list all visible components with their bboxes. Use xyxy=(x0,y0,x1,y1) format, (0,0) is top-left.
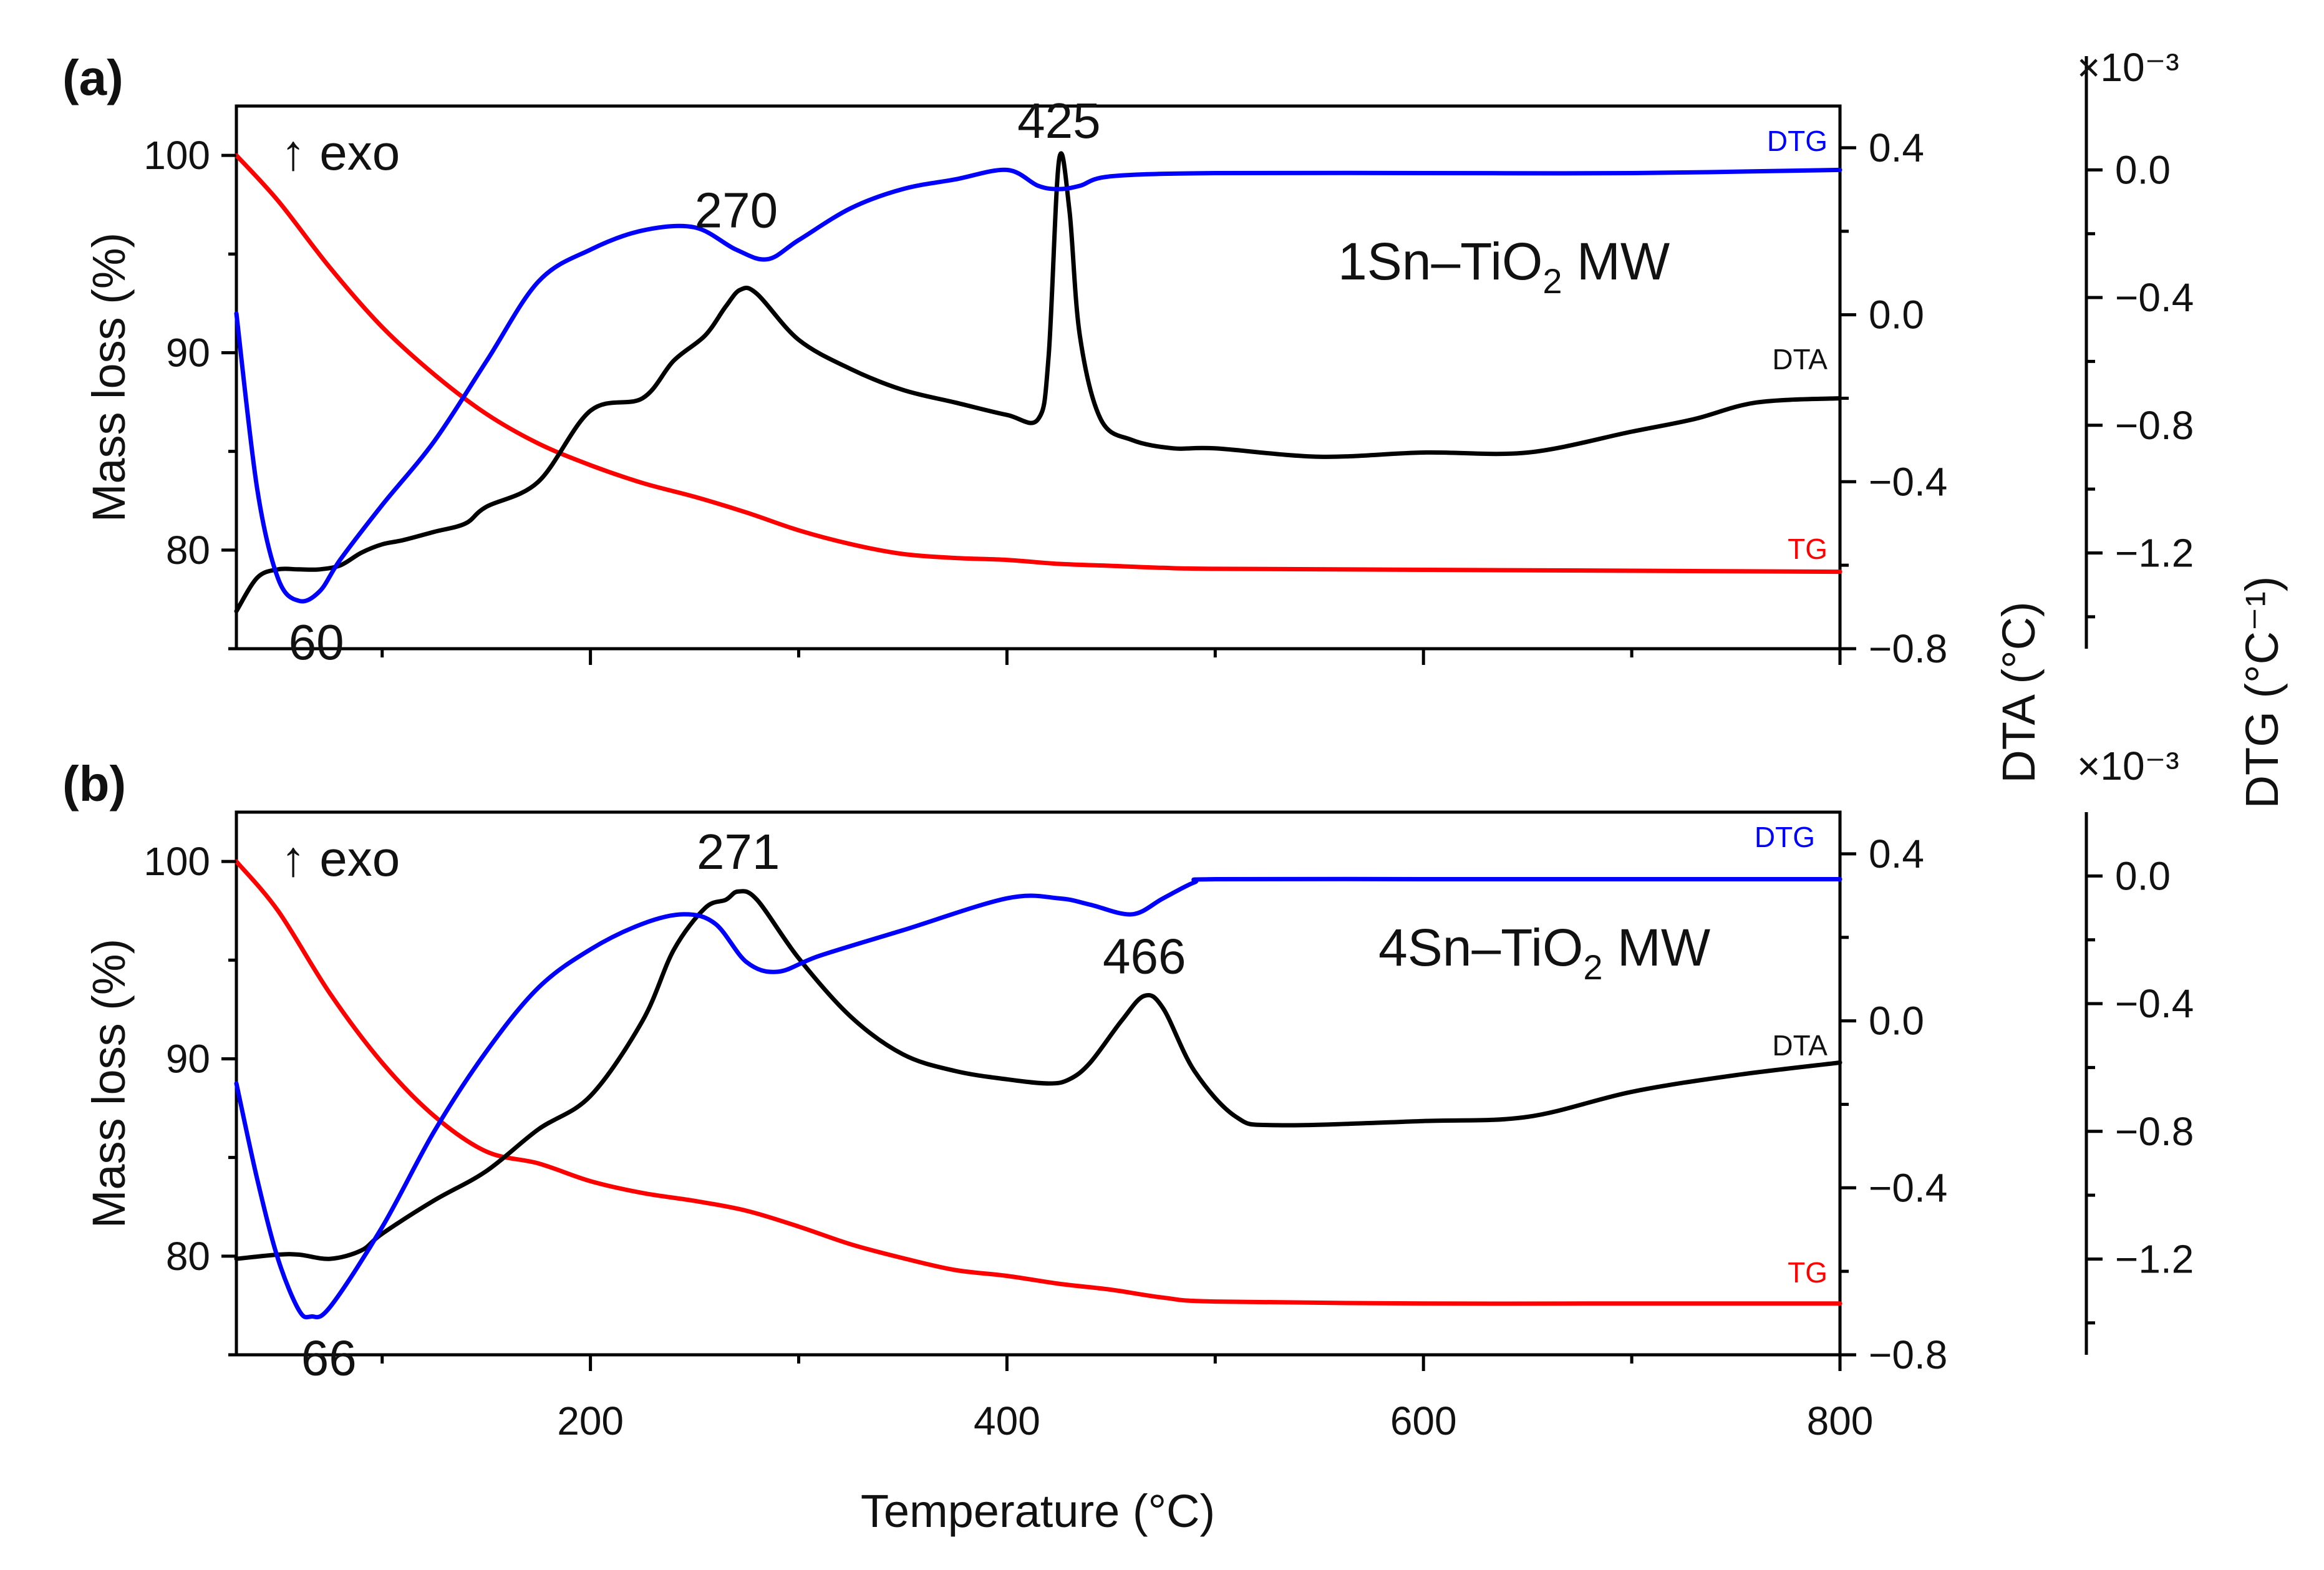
panel-b-exo-label: ↑ exo xyxy=(281,831,400,886)
panel-a-label: (a) xyxy=(62,50,123,105)
panel-b-dta-label: DTA xyxy=(1772,1029,1828,1062)
panel-b-mass-tick-label: 80 xyxy=(166,1234,210,1279)
panel-b-dtg-multiplier: ×10⁻³ xyxy=(2077,744,2179,788)
panel-b-dtg-tick-label: 0.0 xyxy=(2115,853,2171,898)
panel-a-dta-tick-label: −0.8 xyxy=(1869,626,1947,671)
x-axis-title: Temperature (°C) xyxy=(861,1485,1215,1537)
panel-a-dta-tick-label: 0.0 xyxy=(1869,293,1924,337)
panel-b-dta-tick-label: 0.4 xyxy=(1869,831,1924,876)
panel-a-sample-sub: 2 xyxy=(1542,261,1562,301)
panel-b-curves xyxy=(234,859,1842,1320)
panel-b-mass-tick-label: 90 xyxy=(166,1036,210,1081)
panel-a-ticks: 80 90 100 −0.8 −0.4 0.0 0.4 −1.2 −0.8 −0.4 0.0 xyxy=(143,125,2194,671)
panel-a-annotations: 60 270 425 xyxy=(289,93,1101,670)
panel-a-dtg-tick-label: −1.2 xyxy=(2115,530,2194,575)
panel-b-dtg-tick-label: −0.4 xyxy=(2115,981,2194,1026)
panel-b-ticks: 80 90 100 −0.8 −0.4 0.0 0.4 −1.2 −0.8 −0.4 0.0 xyxy=(143,831,2194,1377)
panel-a-exo-label: ↑ exo xyxy=(281,125,400,180)
panel-a-peak-label-270: 270 xyxy=(695,182,778,238)
panel-b-sample-suffix: MW xyxy=(1603,918,1711,977)
panel-b-mass-axis-title: Mass loss (%) xyxy=(83,939,135,1229)
panel-a-dta-curve xyxy=(234,151,1842,614)
x-tick-label: 600 xyxy=(1390,1398,1457,1443)
panel-a-sample-suffix: MW xyxy=(1562,232,1670,291)
panel-a-dtg-tick-label: −0.4 xyxy=(2115,275,2194,320)
panel-a-dtg-tick-label: −0.8 xyxy=(2115,403,2194,448)
panel-b-mass-tick-label: 100 xyxy=(143,839,210,884)
panel-b-peak-label-271: 271 xyxy=(697,824,780,879)
panel-a-sample-label: 1Sn–TiO2 MW xyxy=(1338,232,1670,301)
x-axis-ticks: 200 400 600 800 xyxy=(557,1398,1873,1443)
panel-b-dtg-tick-label: −0.8 xyxy=(2115,1109,2194,1154)
panel-a-mass-tick-label: 100 xyxy=(143,133,210,178)
panel-b-dta-curve xyxy=(234,889,1842,1261)
panel-a-plot-frame xyxy=(235,104,1842,651)
panel-b-peak-label-66: 66 xyxy=(301,1330,357,1386)
panel-b-dta-tick-label: −0.8 xyxy=(1869,1332,1947,1377)
panel-b-dtg-tick-label: −1.2 xyxy=(2115,1236,2194,1281)
dtg-axis-title: DTG (°C⁻¹) xyxy=(2236,576,2288,809)
panel-b-label: (b) xyxy=(62,756,126,812)
panel-a: 80 90 100 −0.8 −0.4 0.0 0.4 −1.2 −0.8 −0.4 0.0 60 2… xyxy=(62,45,2194,671)
panel-b-sample-label: 4Sn–TiO2 MW xyxy=(1378,918,1710,987)
panel-a-mass-tick-label: 80 xyxy=(166,528,210,573)
x-tick-label: 200 xyxy=(557,1398,624,1443)
panel-b-annotations: 66 271 466 xyxy=(301,824,1186,1385)
panel-a-dta-label: DTA xyxy=(1772,343,1828,376)
panel-b-peak-label-466: 466 xyxy=(1103,928,1186,984)
dta-axis-title: DTA (°C) xyxy=(1993,601,2045,783)
panel-a-curves xyxy=(234,151,1842,614)
panel-b-dta-tick-label: 0.0 xyxy=(1869,999,1924,1044)
panel-a-dta-tick-label: −0.4 xyxy=(1869,459,1947,504)
panel-a-peak-label-60: 60 xyxy=(289,614,344,670)
panel-b-dta-tick-label: −0.4 xyxy=(1869,1165,1947,1210)
panel-a-tg-label: TG xyxy=(1788,533,1828,565)
x-tick-label: 400 xyxy=(974,1398,1040,1443)
panel-a-mass-axis-title: Mass loss (%) xyxy=(83,233,135,523)
panel-b-dtg-curve xyxy=(234,876,1842,1320)
panel-b-dtg-label: DTG xyxy=(1755,821,1815,853)
panel-b-tg-curve xyxy=(234,859,1842,1306)
panel-a-dtg-curve xyxy=(234,167,1842,604)
panel-a-tg-curve xyxy=(234,153,1842,574)
panel-b-sample-prefix: 4Sn–TiO xyxy=(1378,918,1583,977)
panel-a-dtg-label: DTG xyxy=(1767,125,1828,157)
panel-a-peak-label-425: 425 xyxy=(1017,93,1100,148)
panel-a-sample-prefix: 1Sn–TiO xyxy=(1338,232,1542,291)
panel-a-mass-tick-label: 90 xyxy=(166,330,210,375)
panel-b-tg-label: TG xyxy=(1788,1256,1828,1289)
panel-b: 80 90 100 −0.8 −0.4 0.0 0.4 −1.2 −0.8 −0.4 0.0 66 2… xyxy=(62,744,2194,1386)
x-tick-label: 800 xyxy=(1807,1398,1874,1443)
panel-a-dtg-multiplier: ×10⁻³ xyxy=(2077,45,2179,90)
panel-a-dta-tick-label: 0.4 xyxy=(1869,125,1924,170)
panel-b-sample-sub: 2 xyxy=(1583,947,1602,987)
panel-a-dtg-tick-label: 0.0 xyxy=(2115,147,2171,192)
